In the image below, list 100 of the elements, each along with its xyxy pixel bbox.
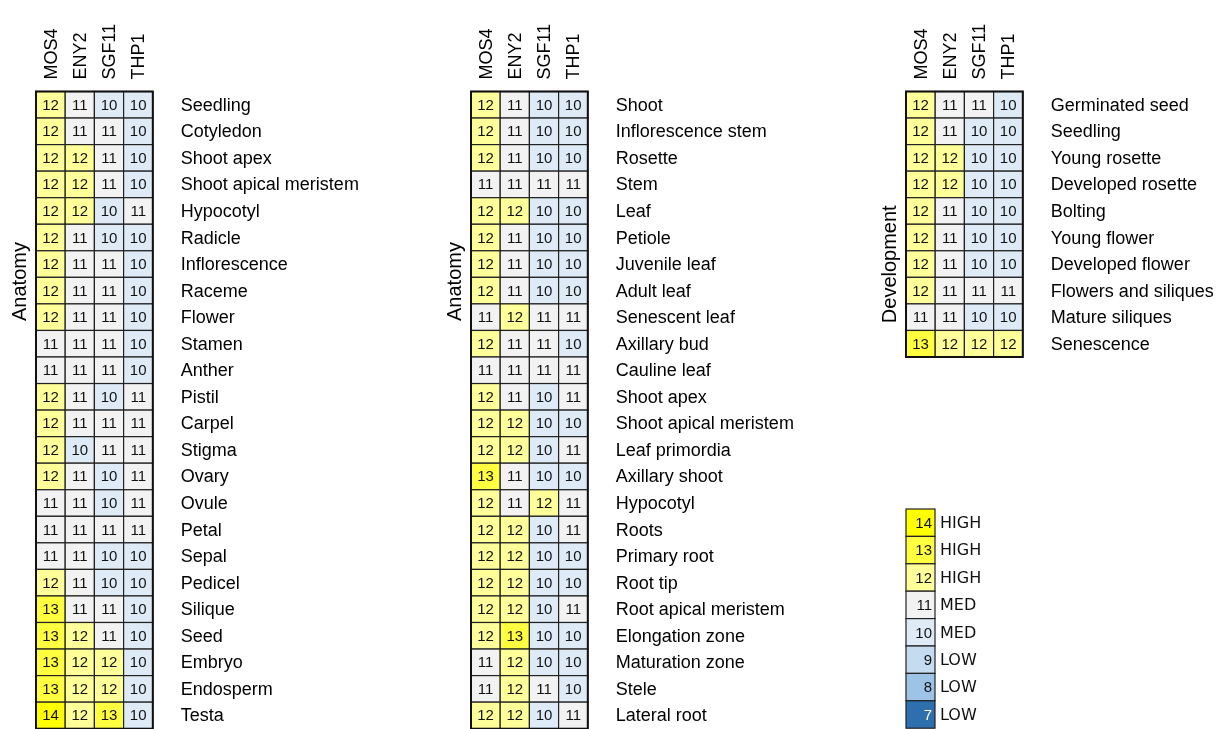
data-label: 11: [942, 308, 958, 326]
data-label: 12: [477, 228, 494, 246]
x-tick-label: SGF11: [99, 23, 119, 80]
data-label: 11: [565, 440, 581, 458]
y-tick-label: Elongation zone: [615, 625, 745, 646]
data-label: 11: [42, 547, 59, 565]
data-label: 11: [101, 626, 117, 644]
y-tick-label: Seedling: [180, 94, 251, 115]
y-tick-label: Senescent leaf: [615, 307, 736, 328]
data-label: 10: [100, 467, 118, 485]
data-label: 11: [507, 387, 523, 405]
color-bar-label: 14 HIGH: [915, 513, 982, 532]
data-label: 11: [536, 361, 552, 379]
data-label: 11: [971, 95, 987, 113]
data-label: 10: [129, 626, 147, 644]
data-label: 11: [507, 255, 523, 273]
data-label: 10: [129, 148, 147, 166]
data-label: 10: [535, 228, 553, 246]
data-label: 11: [72, 308, 88, 326]
x-tick-label: MOS4: [40, 28, 61, 80]
data-label: 12: [477, 414, 494, 432]
data-label: 10: [129, 679, 147, 697]
data-label: 12: [912, 255, 929, 273]
data-label: 11: [565, 600, 581, 618]
data-label: 11: [942, 228, 958, 246]
data-label: 12: [912, 228, 929, 246]
data-label: 13: [912, 334, 929, 352]
data-label: 11: [101, 175, 117, 193]
data-label: 12: [42, 175, 59, 193]
data-label: 10: [129, 255, 147, 273]
data-label: 12: [477, 334, 494, 352]
data-label: 12: [970, 334, 988, 352]
data-label: 11: [536, 308, 552, 326]
data-label: 12: [477, 626, 494, 644]
data-label: 11: [507, 361, 523, 379]
data-label: 12: [100, 653, 118, 671]
data-label: 11: [942, 281, 958, 299]
data-label: 10: [129, 122, 147, 140]
y-tick-label: Senescence: [1050, 333, 1150, 354]
y-tick-label: Raceme: [180, 280, 248, 301]
y-tick-label: Hypocotyl: [615, 493, 695, 514]
data-label: 12: [477, 440, 494, 458]
data-label: 10: [564, 201, 582, 219]
data-label: 11: [507, 95, 523, 113]
data-label: 11: [72, 255, 88, 273]
data-label: 11: [101, 122, 117, 140]
data-label: 11: [477, 653, 494, 671]
data-label: 12: [912, 175, 929, 193]
data-label: 12: [71, 148, 89, 166]
y-tick-label: Radicle: [180, 227, 241, 248]
data-label: 11: [536, 175, 552, 193]
data-label: 10: [100, 573, 118, 591]
data-label: 11: [101, 308, 117, 326]
data-label: 13: [42, 626, 59, 644]
data-label: 10: [999, 228, 1017, 246]
data-label: 10: [564, 547, 582, 565]
data-label: 10: [129, 653, 147, 671]
data-label: 10: [100, 228, 118, 246]
data-label: 10: [564, 653, 582, 671]
data-label: 11: [942, 201, 958, 219]
y-tick-label: Lateral root: [615, 705, 707, 726]
data-label: 10: [129, 547, 147, 565]
data-label: 12: [506, 520, 524, 538]
data-label: 11: [477, 679, 494, 697]
data-label: 10: [129, 175, 147, 193]
y-tick-label: Leaf primordia: [615, 439, 732, 460]
data-label: 12: [506, 679, 524, 697]
color-bar-label: 9 LOW: [923, 650, 977, 669]
data-label: 10: [564, 626, 582, 644]
data-label: 10: [535, 387, 553, 405]
y-tick-label: Young flower: [1050, 227, 1155, 248]
data-label: 12: [42, 95, 59, 113]
y-tick-label: Shoot apex: [615, 386, 707, 407]
data-label: 12: [42, 281, 59, 299]
data-label: 11: [565, 520, 581, 538]
y-tick-label: Pistil: [180, 386, 219, 407]
data-label: 11: [536, 334, 552, 352]
data-label: 11: [565, 175, 581, 193]
data-label: 10: [564, 228, 582, 246]
x-tick-label: ENY2: [504, 32, 525, 80]
data-label: 10: [564, 281, 582, 299]
data-label: 13: [42, 679, 59, 697]
data-label: 12: [71, 679, 89, 697]
x-tick-label: ENY2: [939, 32, 960, 80]
y-tick-label: Adult leaf: [615, 280, 692, 301]
data-label: 11: [507, 467, 523, 485]
data-label: 12: [477, 520, 494, 538]
data-label: 12: [477, 573, 494, 591]
data-label: 10: [970, 308, 988, 326]
data-label: 13: [506, 626, 524, 644]
data-label: 11: [130, 387, 146, 405]
data-label: 10: [100, 494, 118, 512]
data-label: 11: [942, 255, 958, 273]
data-label: 12: [506, 573, 524, 591]
y-tick-label: Roots: [615, 519, 663, 540]
data-label: 10: [999, 95, 1017, 113]
data-label: 12: [477, 148, 494, 166]
data-label: 11: [1000, 281, 1016, 299]
y-tick-label: Primary root: [615, 546, 714, 567]
data-label: 12: [477, 255, 494, 273]
